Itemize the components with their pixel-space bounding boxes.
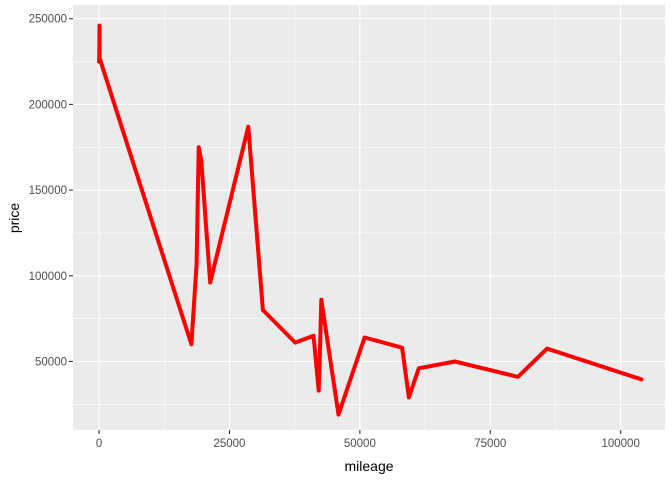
y-tick-label: 200000 xyxy=(29,99,67,111)
data-point xyxy=(97,56,102,60)
data-point xyxy=(639,377,644,382)
data-point xyxy=(194,261,199,266)
data-point xyxy=(311,333,316,338)
data-point xyxy=(97,23,102,28)
data-point xyxy=(336,412,341,417)
data-point xyxy=(453,359,457,364)
plot-panel xyxy=(73,5,665,430)
data-point xyxy=(407,395,411,400)
data-point xyxy=(97,59,101,64)
data-point xyxy=(246,124,251,129)
data-point xyxy=(317,359,322,364)
data-point xyxy=(189,342,194,347)
data-point xyxy=(400,345,404,350)
data-point xyxy=(199,159,204,163)
data-point xyxy=(208,280,212,285)
data-point xyxy=(293,340,297,345)
y-tick-label: 50000 xyxy=(35,356,67,368)
x-tick-label: 50000 xyxy=(344,438,376,450)
data-point xyxy=(417,366,421,371)
y-tick-label: 100000 xyxy=(29,271,67,283)
x-axis-title: mileage xyxy=(344,458,393,474)
x-tick-label: 100000 xyxy=(601,438,639,450)
series-layer xyxy=(97,23,644,417)
x-axis: 0 25000 50000 75000 100000 xyxy=(96,430,640,450)
x-tick-label: 25000 xyxy=(213,438,245,450)
x-tick-label: 75000 xyxy=(474,438,506,450)
x-tick-label: 0 xyxy=(96,438,102,450)
data-point xyxy=(319,297,324,302)
y-tick-label: 150000 xyxy=(29,185,67,197)
data-point xyxy=(362,335,367,340)
data-point xyxy=(261,308,265,312)
y-tick-label: 250000 xyxy=(29,14,67,26)
data-point xyxy=(545,346,549,351)
y-axis: 50000 100000 150000 200000 250000 xyxy=(29,14,73,368)
data-point xyxy=(97,51,102,55)
data-point xyxy=(516,375,520,379)
major-gridlines xyxy=(73,5,665,430)
data-point xyxy=(196,145,201,150)
y-axis-title: price xyxy=(6,203,22,234)
minor-gridlines xyxy=(73,5,665,430)
data-point xyxy=(316,388,321,393)
